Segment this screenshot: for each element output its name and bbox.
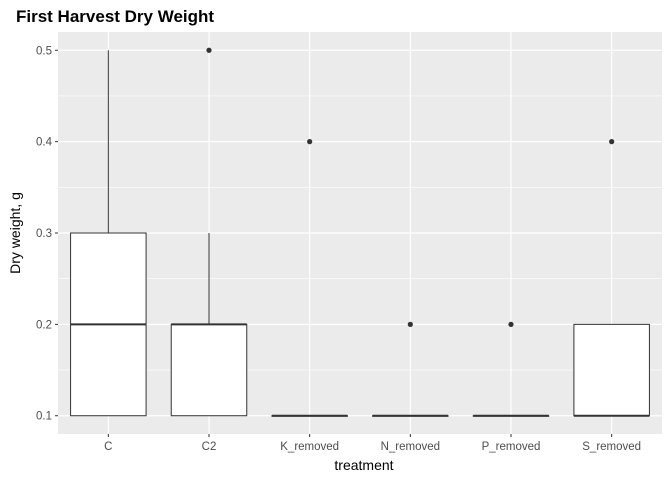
x-axis-title: treatment <box>334 457 393 473</box>
box-iqr <box>573 323 650 417</box>
box-group <box>70 50 147 417</box>
x-tick-label: N_removed <box>381 441 440 453</box>
x-tick-label: C <box>104 441 112 453</box>
box-iqr <box>170 323 248 417</box>
chart-title: First Harvest Dry Weight <box>16 7 214 26</box>
y-axis-title: Dry weight, g <box>7 192 23 274</box>
outlier-point <box>609 139 615 145</box>
x-tick-label: C2 <box>202 441 217 453</box>
box-group <box>472 321 550 417</box>
x-tick-label: P_removed <box>482 441 541 453</box>
y-tick-label: 0.4 <box>36 137 53 149</box>
x-tick-label: K_removed <box>280 441 339 453</box>
box-group <box>372 321 449 417</box>
x-tick-label: S_removed <box>582 441 641 453</box>
y-tick-label: 0.3 <box>36 228 52 240</box>
y-tick-label: 0.5 <box>36 45 52 57</box>
y-tick-label: 0.2 <box>36 319 52 331</box>
y-tick-label: 0.1 <box>36 411 52 423</box>
outlier-point <box>307 139 313 145</box>
outlier-point <box>206 47 212 53</box>
outlier-point <box>508 321 514 327</box>
box-group <box>170 47 248 417</box>
outlier-point <box>407 321 413 327</box>
box-group <box>573 139 650 417</box>
box-group <box>271 139 348 417</box>
